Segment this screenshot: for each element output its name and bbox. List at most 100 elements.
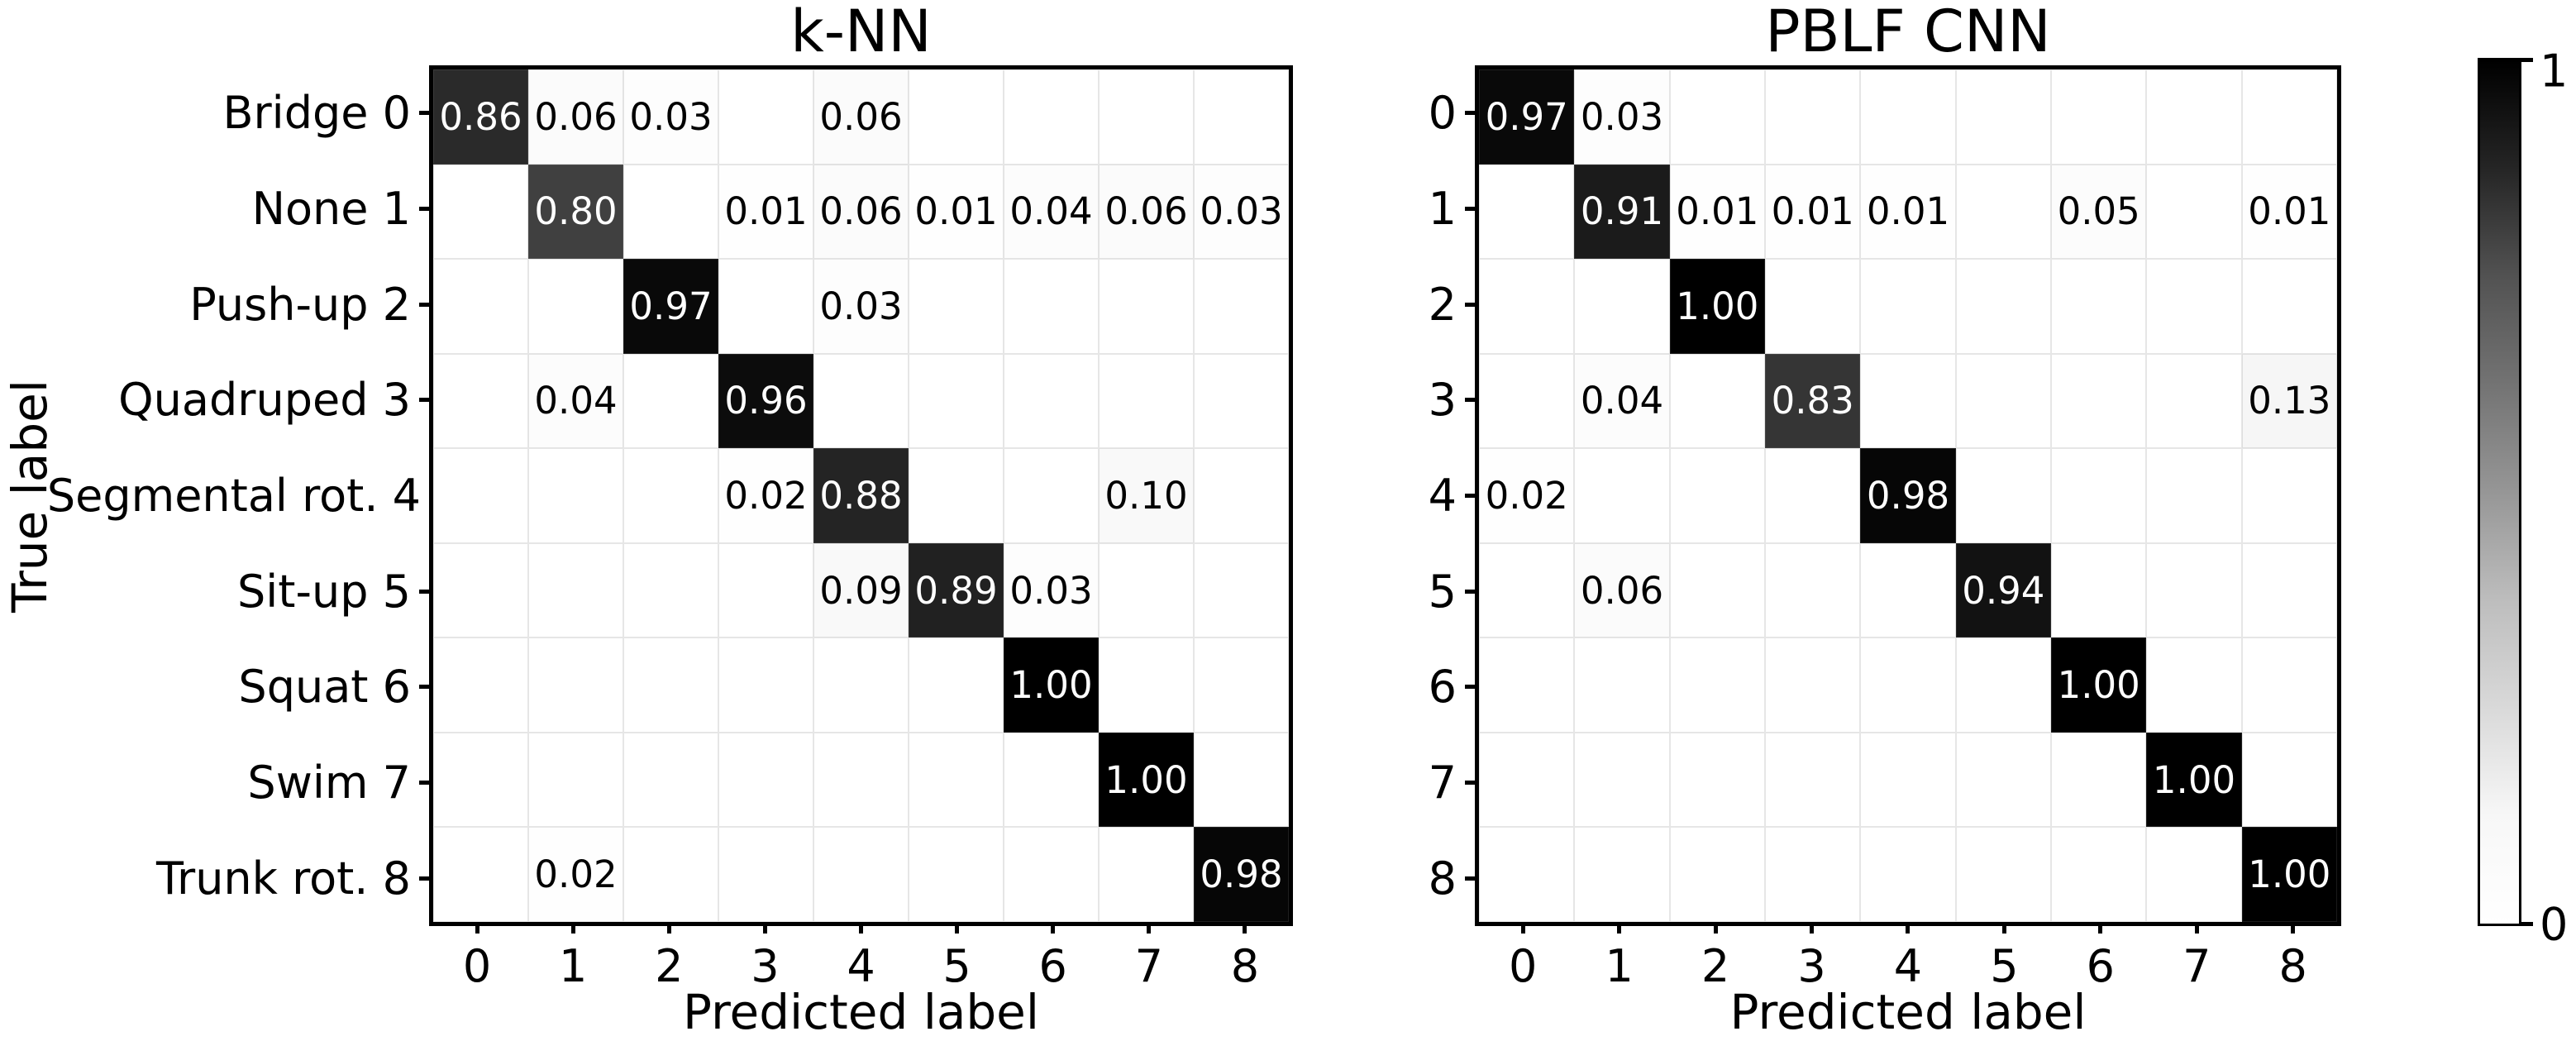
matrix-cell xyxy=(433,164,528,260)
matrix-cell xyxy=(433,732,528,828)
matrix-cell: 0.05 xyxy=(2051,164,2147,260)
y-tick-mark xyxy=(1465,111,1475,116)
matrix-cell xyxy=(1004,732,1099,828)
matrix-cell xyxy=(1194,732,1289,828)
y-tick-mark xyxy=(419,207,429,211)
colorbar-max-tick-mark xyxy=(2521,58,2533,62)
matrix-cell xyxy=(1099,69,1194,165)
matrix-cell xyxy=(1004,448,1099,543)
matrix-cell: 0.09 xyxy=(813,542,909,638)
matrix-cell xyxy=(2146,542,2242,638)
matrix-cell xyxy=(528,448,623,543)
x-tick-label: 1 xyxy=(525,926,621,992)
matrix-cell xyxy=(1955,448,2051,543)
y-tick-label: 3 xyxy=(1339,352,1475,448)
matrix-cell: 0.01 xyxy=(1860,164,1956,260)
y-tick-label: Swim 7 xyxy=(50,735,429,831)
x-tick-label: 0 xyxy=(1475,926,1571,992)
matrix-cell: 0.94 xyxy=(1955,542,2051,638)
y-tick-mark xyxy=(1465,302,1475,307)
matrix-cell: 0.98 xyxy=(1860,448,1956,543)
y-tick-label: None 1 xyxy=(50,161,429,257)
matrix-cell xyxy=(2241,448,2337,543)
matrix-cell: 0.02 xyxy=(1479,448,1575,543)
y-tick-label: 0 xyxy=(1339,65,1475,161)
y-tick-label: 5 xyxy=(1339,543,1475,639)
matrix-cell xyxy=(2146,448,2242,543)
y-tick-mark xyxy=(419,398,429,403)
matrix-cell xyxy=(813,353,909,449)
matrix-cell xyxy=(909,448,1004,543)
matrix-cell: 0.97 xyxy=(1479,69,1575,165)
matrix-cell xyxy=(1765,732,1861,828)
matrix-cell xyxy=(2241,637,2337,733)
matrix-cell xyxy=(528,637,623,733)
matrix-cell: 0.04 xyxy=(528,353,623,449)
x-tick-mark xyxy=(1810,926,1815,934)
matrix-cell xyxy=(528,259,623,354)
matrix-cell: 0.03 xyxy=(1574,69,1670,165)
y-tick-label: 7 xyxy=(1339,735,1475,831)
matrix-cell xyxy=(2146,637,2242,733)
matrix-cell xyxy=(1004,827,1099,922)
matrix-cell: 1.00 xyxy=(1004,637,1099,733)
y-tick-mark xyxy=(419,302,429,307)
y-tick-mark xyxy=(419,685,429,690)
x-tick-mark xyxy=(1713,926,1718,934)
y-tick-label: 1 xyxy=(1339,161,1475,257)
matrix-cell xyxy=(433,259,528,354)
matrix-cell xyxy=(623,542,718,638)
matrix-cell xyxy=(1004,69,1099,165)
x-tick-label: 4 xyxy=(813,926,909,992)
matrix-cell xyxy=(1955,637,2051,733)
y-tick-label: 6 xyxy=(1339,639,1475,735)
matrix-cell xyxy=(1765,637,1861,733)
matrix-cell: 1.00 xyxy=(1669,259,1765,354)
matrix-cell xyxy=(1860,637,1956,733)
x-tick-label: 5 xyxy=(909,926,1005,992)
matrix-cell xyxy=(1099,637,1194,733)
matrix-cell xyxy=(1574,732,1670,828)
matrix-cell xyxy=(1194,448,1289,543)
matrix-cell xyxy=(909,827,1004,922)
matrix-cell xyxy=(623,353,718,449)
matrix-cell xyxy=(718,732,813,828)
matrix-cell xyxy=(1479,164,1575,260)
matrix-cell xyxy=(1004,353,1099,449)
matrix-cell xyxy=(2241,732,2337,828)
x-tick-mark xyxy=(2098,926,2103,934)
matrix-cell xyxy=(2146,353,2242,449)
matrix-cell xyxy=(528,732,623,828)
matrix-cell xyxy=(1194,259,1289,354)
matrix-cell xyxy=(433,353,528,449)
matrix-cell xyxy=(2051,542,2147,638)
x-tick-label: 6 xyxy=(2053,926,2149,992)
matrix-cell: 0.96 xyxy=(718,353,813,449)
matrix-cell: 0.86 xyxy=(433,69,528,165)
heatmap-grid: 0.86 0.06 0.03 0.06 0.80 0.01 0.06 0.01 0.04 0.06… xyxy=(429,65,1293,926)
y-tick-mark xyxy=(1465,207,1475,211)
matrix-cell: 0.89 xyxy=(909,542,1004,638)
y-tick-label: Sit-up 5 xyxy=(50,543,429,639)
matrix-cell xyxy=(2146,827,2242,922)
matrix-cell xyxy=(1194,353,1289,449)
matrix-cell: 0.04 xyxy=(1004,164,1099,260)
x-tick-mark xyxy=(1243,926,1247,934)
y-tick-mark xyxy=(1465,589,1475,594)
x-tick-mark xyxy=(2291,926,2296,934)
x-tick-mark xyxy=(1520,926,1525,934)
matrix-cell xyxy=(1479,637,1575,733)
x-tick-label: 6 xyxy=(1005,926,1101,992)
x-tick-label: 2 xyxy=(621,926,717,992)
matrix-cell: 0.06 xyxy=(528,69,623,165)
matrix-cell: 0.03 xyxy=(1004,542,1099,638)
x-tick-mark xyxy=(1617,926,1622,934)
y-tick-label: Push-up 2 xyxy=(50,256,429,352)
matrix-cell xyxy=(1099,542,1194,638)
matrix-cell: 0.02 xyxy=(528,827,623,922)
matrix-cell xyxy=(1860,732,1956,828)
matrix-cell: 0.01 xyxy=(909,164,1004,260)
matrix-cell: 0.01 xyxy=(2241,164,2337,260)
matrix-cell xyxy=(1479,353,1575,449)
